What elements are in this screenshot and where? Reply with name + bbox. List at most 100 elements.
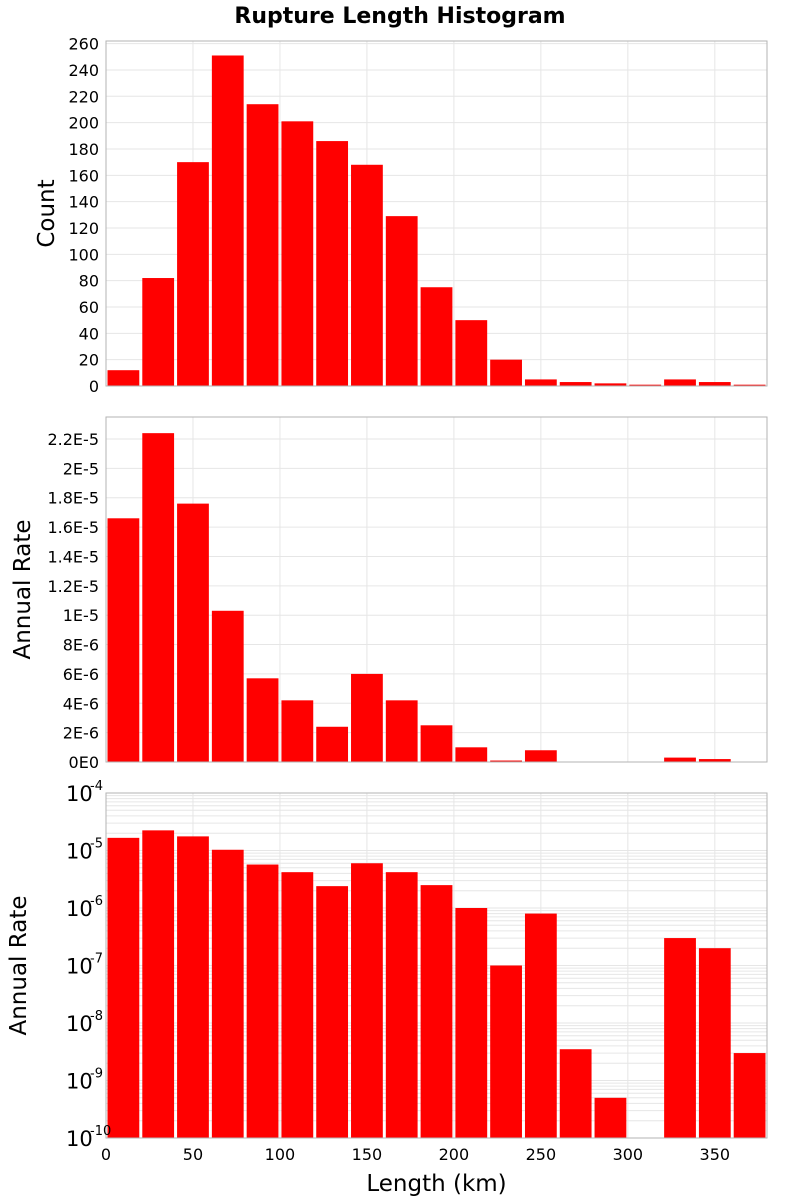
y-axis-label: Annual Rate [10,520,36,660]
y-tick-label: 100 [68,245,99,264]
histogram-bar [108,838,140,1138]
y-tick-label: 160 [68,166,99,185]
histogram-bar [386,872,418,1138]
y-tick-exponent: -5 [90,837,103,852]
y-tick-label: 180 [68,140,99,159]
y-tick-label: 240 [68,61,99,80]
histogram-bar [281,700,313,762]
y-tick-label: 10 [66,840,93,864]
histogram-bar [699,948,731,1138]
histogram-bar [316,727,348,762]
bars [108,55,766,386]
x-tick-label: 100 [265,1145,296,1164]
histogram-bar [212,55,244,386]
y-tick-label: 200 [68,114,99,133]
y-tick-label: 1.2E-5 [47,577,99,596]
annual-rate-linear-panel: 0E0 2E-6 4E-6 6E-6 8E-6 1E-5 1.2E-5 1.4E-5 1.6E-… [10,417,767,772]
x-tick-label: 350 [700,1145,731,1164]
y-tick-label: 1.6E-5 [47,518,99,537]
y-tick-label: 4E-6 [63,694,99,713]
y-tick-exponent: -4 [90,779,103,794]
y-tick-label: 80 [79,272,99,291]
histogram-bar [247,678,279,762]
histogram-bar [351,674,383,762]
y-tick-label: 2E-6 [63,724,99,743]
y-tick-exponent: -7 [90,952,103,967]
y-tick-label: 220 [68,87,99,106]
y-tick-exponent: -9 [90,1067,103,1082]
histogram-bar [142,278,174,386]
histogram-bar [421,885,453,1138]
histogram-bar [212,611,244,762]
y-tick-label: 1E-5 [63,606,99,625]
histogram-bar [421,287,453,386]
histogram-bar [281,872,313,1138]
histogram-bar [108,370,140,386]
y-tick-exponent: -10 [90,1124,111,1139]
histogram-bar [734,1053,766,1138]
x-tick-label: 50 [183,1145,203,1164]
count-histogram-panel: 020406080100120140160180200220240260Coun… [34,35,767,396]
histogram-bar [490,966,522,1139]
histogram-bar [351,165,383,386]
histogram-bar [281,121,313,386]
bars [108,433,766,762]
histogram-bar [386,700,418,762]
y-tick-label: 20 [79,351,99,370]
histogram-bar [525,914,557,1138]
y-tick-label: 6E-6 [63,665,99,684]
histogram-bar [595,1098,627,1138]
histogram-bar [525,379,557,386]
histogram-bar [316,141,348,386]
y-tick-label: 10 [66,897,93,921]
chart-title: Rupture Length Histogram [234,4,565,29]
y-tick-exponent: -8 [90,1009,103,1024]
x-tick-label: 300 [613,1145,644,1164]
x-tick-label: 250 [526,1145,557,1164]
x-tick-label: 0 [101,1145,111,1164]
y-tick-label: 1.4E-5 [47,547,99,566]
x-axis-label: Length (km) [366,1171,506,1197]
histogram-bar [560,382,592,386]
histogram-bar [177,162,209,386]
y-tick-label: 8E-6 [63,636,99,655]
histogram-bar [664,758,696,762]
y-tick-label: 120 [68,219,99,238]
histogram-bar [664,938,696,1138]
histogram-bar [421,725,453,762]
histogram-bar [525,750,557,762]
histogram-bar [699,382,731,386]
histogram-bar [560,1049,592,1138]
y-axis-label: Count [34,179,60,247]
histogram-bar [386,216,418,386]
y-tick-label: 10 [66,1127,93,1151]
histogram-bar [247,865,279,1138]
histogram-bar [664,379,696,386]
y-tick-label: 0E0 [69,753,99,772]
y-tick-label: 140 [68,193,99,212]
histogram-bar [455,320,487,386]
y-tick-labels: 0E0 2E-6 4E-6 6E-6 8E-6 1E-5 1.2E-5 1.4E-5 1.6E-… [47,430,99,772]
x-tick-label: 200 [439,1145,470,1164]
histogram-bar [142,830,174,1138]
histogram-bar [247,104,279,386]
y-tick-label: 260 [68,35,99,54]
bars [108,830,766,1138]
y-tick-label: 10 [66,955,93,979]
y-axis-label: Annual Rate [6,896,32,1036]
y-tick-label: 1.8E-5 [47,489,99,508]
y-tick-exponent: -6 [90,894,103,909]
y-tick-label: 10 [66,1012,93,1036]
histogram-bar [455,747,487,762]
y-tick-label: 2.2E-5 [47,430,99,449]
y-tick-label: 60 [79,298,99,317]
histogram-bar [177,836,209,1138]
y-tick-label: 0 [89,377,99,396]
y-tick-label: 2E-5 [63,459,99,478]
histogram-bar [212,850,244,1138]
